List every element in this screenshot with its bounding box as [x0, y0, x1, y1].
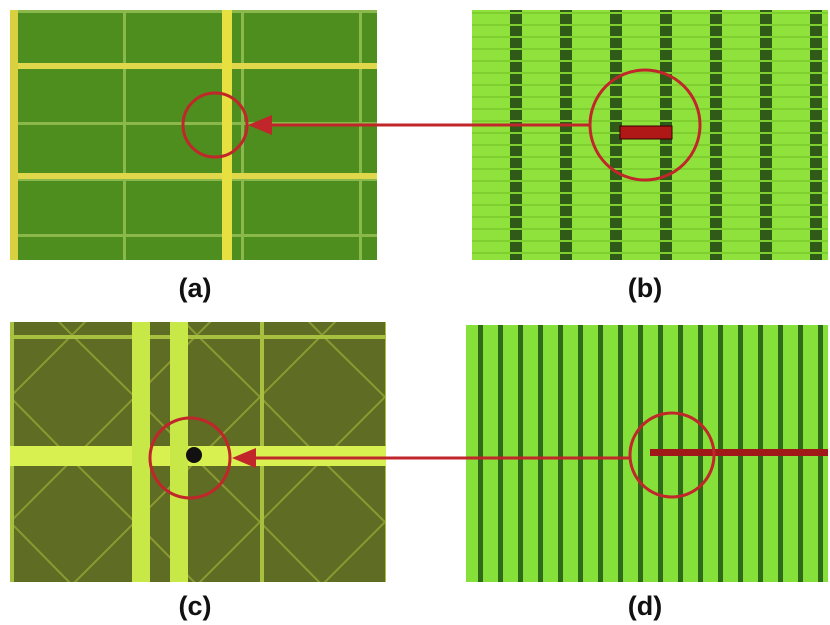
defect	[650, 449, 828, 456]
panel-b	[470, 10, 828, 260]
figure: (a) (b) (c) (d)	[0, 0, 830, 625]
panel-label: (d)	[628, 591, 662, 621]
panel-label: (a)	[179, 273, 212, 303]
bus-line	[170, 322, 188, 582]
panel-label: (b)	[628, 273, 662, 303]
bus-line	[10, 63, 377, 69]
bus-line	[132, 322, 150, 582]
panel-label: (c)	[179, 591, 212, 621]
bus-line	[222, 10, 232, 260]
bus-line	[10, 173, 377, 179]
defect	[620, 126, 672, 139]
micrograph	[10, 10, 377, 260]
panel-d	[466, 325, 828, 582]
bus-line	[10, 10, 18, 260]
defect	[186, 447, 202, 463]
